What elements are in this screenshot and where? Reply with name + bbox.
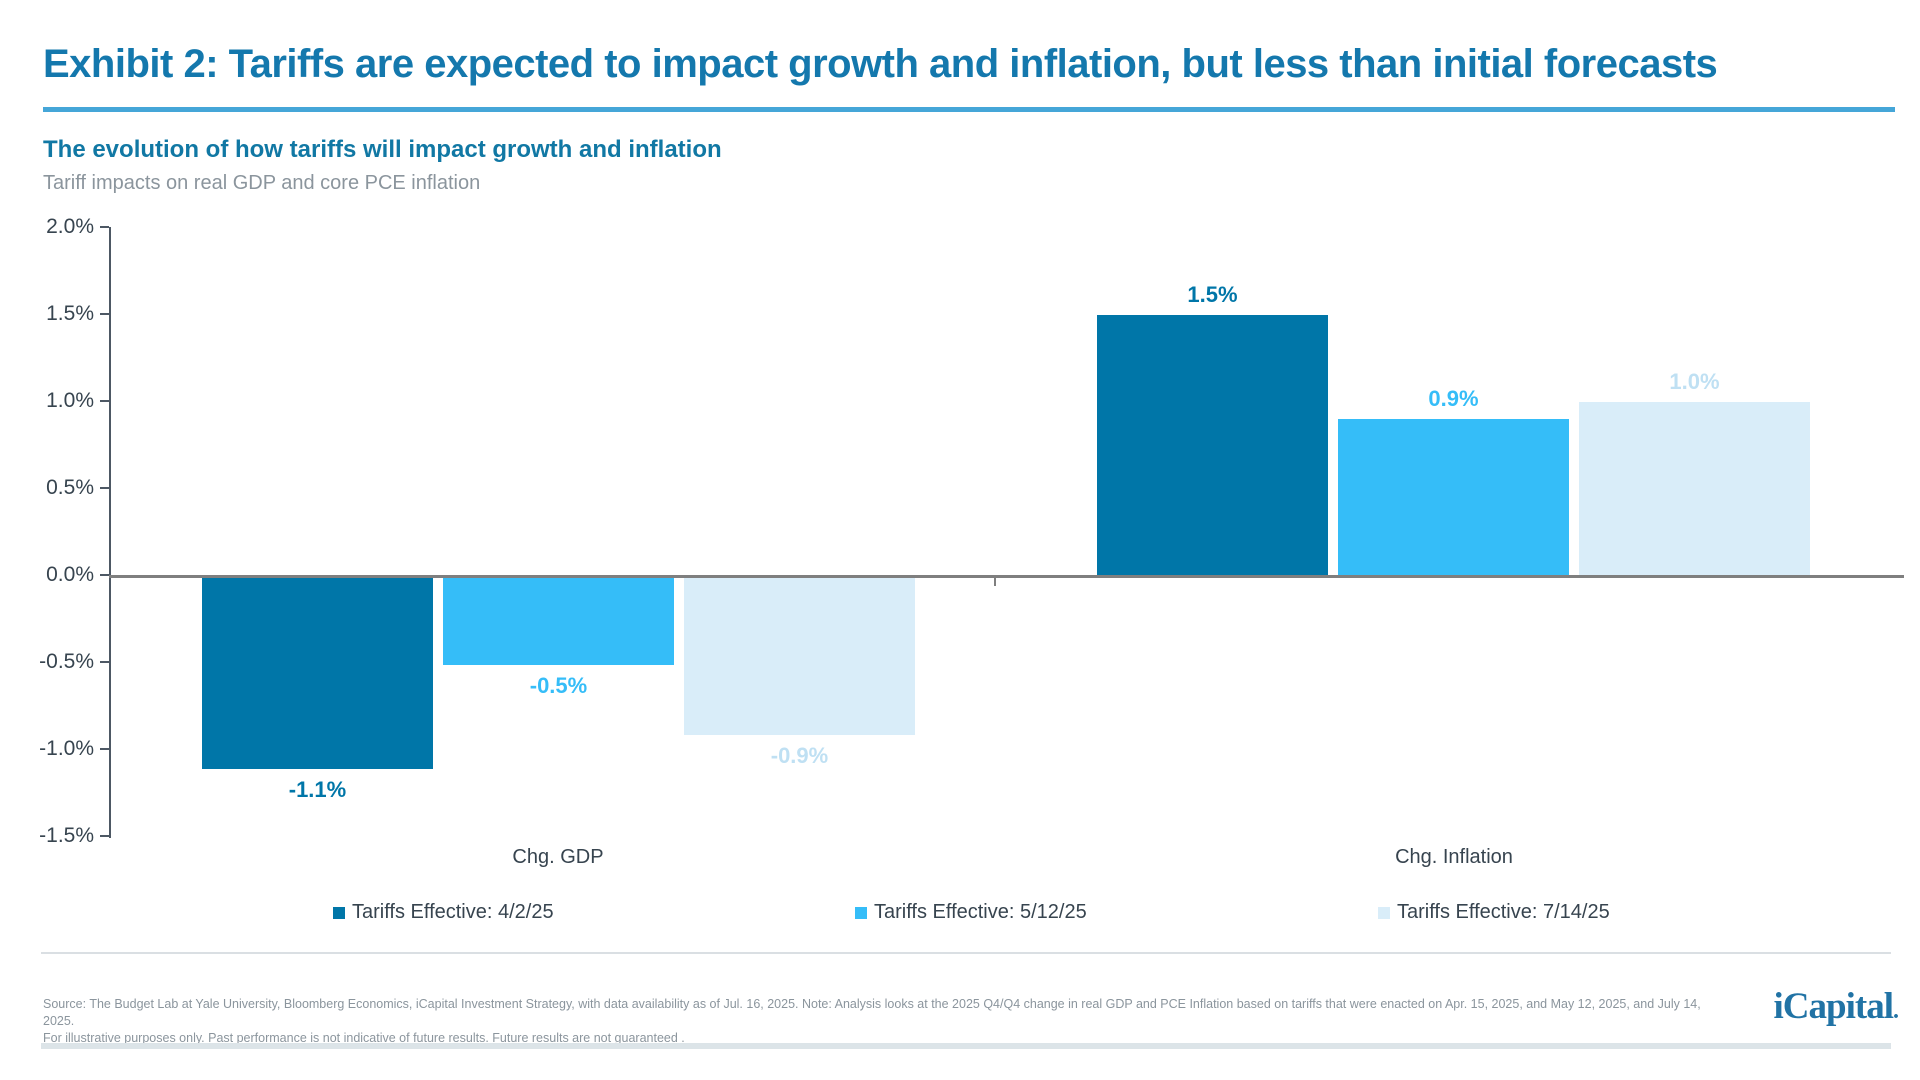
bar-value-label: 0.9% <box>1428 386 1479 411</box>
y-axis-tick-label: 2.0% <box>46 215 94 238</box>
y-axis-tick-label: 1.0% <box>46 389 94 412</box>
legend-item-2: Tariffs Effective: 7/14/25 <box>1378 901 1610 924</box>
y-axis-tick <box>100 661 109 663</box>
y-axis-tick <box>100 226 109 228</box>
y-axis-tick-label: -1.0% <box>39 737 94 760</box>
source-note-line2: For illustrative purposes only. Past per… <box>43 1031 685 1045</box>
legend-swatch-icon <box>855 906 867 919</box>
legend-item-1: Tariffs Effective: 5/12/25 <box>855 901 1087 924</box>
y-axis-tick <box>100 400 109 402</box>
zero-baseline <box>109 575 1904 578</box>
legend-swatch-icon <box>333 906 345 919</box>
legend-swatch-icon <box>1378 906 1390 919</box>
y-axis-tick <box>100 574 109 576</box>
bar-value-label: 1.5% <box>1187 282 1238 307</box>
y-axis-tick-label: -1.5% <box>39 824 94 847</box>
chart-subtitle: Tariff impacts on real GDP and core PCE … <box>43 172 481 194</box>
y-axis-tick-label: 0.0% <box>46 563 94 586</box>
y-axis-tick-label: 0.5% <box>46 476 94 499</box>
footer-divider <box>41 952 1891 954</box>
x-category-label: Chg. GDP <box>512 846 604 868</box>
legend-item-0: Tariffs Effective: 4/2/25 <box>333 901 554 924</box>
page-title: Exhibit 2: Tariffs are expected to impac… <box>43 42 1718 86</box>
bar-value-label: -0.9% <box>770 743 829 768</box>
category-separator-tick <box>994 576 996 586</box>
y-axis-tick <box>100 313 109 315</box>
bar-chg-inflation-series-0 <box>1097 315 1328 576</box>
icapital-logo-text: iCapital <box>1773 986 1894 1027</box>
y-axis-tick <box>100 748 109 750</box>
bar-value-label: -0.5% <box>529 673 588 698</box>
legend-label: Tariffs Effective: 5/12/25 <box>874 901 1087 923</box>
chart-title: The evolution of how tariffs will impact… <box>43 136 722 163</box>
bar-chg-gdp-series-1 <box>443 578 674 665</box>
icapital-logo-dot: . <box>1893 998 1899 1024</box>
bar-chg-gdp-series-2 <box>684 578 915 735</box>
y-axis-line <box>109 227 111 838</box>
legend-label: Tariffs Effective: 7/14/25 <box>1397 901 1610 923</box>
y-axis-tick <box>100 835 109 837</box>
bar-value-label: 1.0% <box>1669 369 1720 394</box>
bar-value-label: -1.1% <box>288 777 347 802</box>
y-axis-tick-label: 1.5% <box>46 302 94 325</box>
icapital-logo: iCapital. <box>1773 985 1899 1028</box>
x-category-label: Chg. Inflation <box>1395 846 1513 868</box>
y-axis-tick <box>100 487 109 489</box>
source-note-line1: Source: The Budget Lab at Yale Universit… <box>43 997 1701 1028</box>
y-axis-tick-label: -0.5% <box>39 650 94 673</box>
bottom-accent-bar <box>41 1043 1891 1049</box>
bar-chg-inflation-series-1 <box>1338 419 1569 576</box>
title-underline <box>43 107 1895 112</box>
bar-chg-gdp-series-0 <box>202 578 433 769</box>
bar-chg-inflation-series-2 <box>1579 402 1810 576</box>
source-note: Source: The Budget Lab at Yale Universit… <box>43 996 1733 1047</box>
legend-label: Tariffs Effective: 4/2/25 <box>352 901 554 923</box>
bar-chart-plot-area: 2.0% 1.5% 1.0% 0.5% 0.0% -0.5% -1.0% -1.5% -1.1%… <box>39 215 1904 868</box>
